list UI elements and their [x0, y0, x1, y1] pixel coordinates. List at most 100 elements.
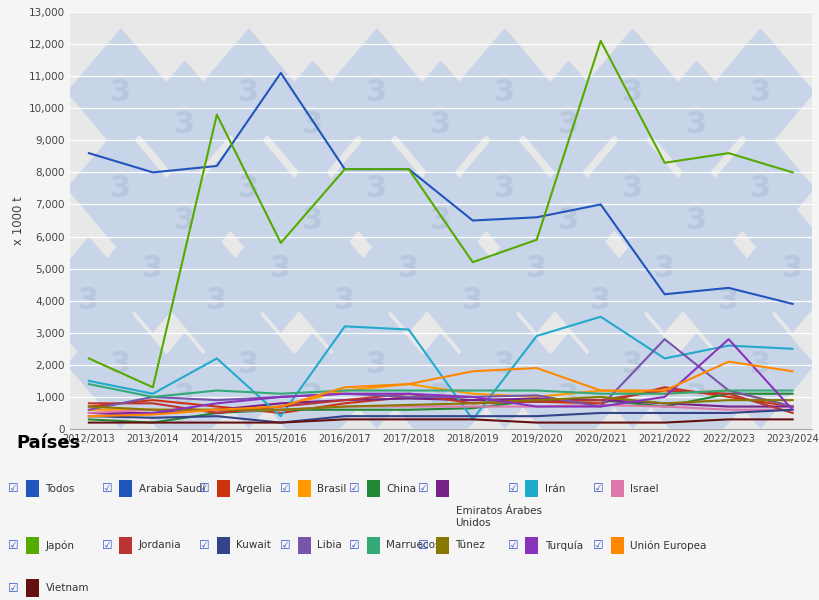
Polygon shape [130, 60, 239, 188]
Bar [26, 480, 39, 497]
Text: 3: 3 [749, 174, 770, 203]
Polygon shape [98, 205, 207, 333]
Bar [525, 480, 537, 497]
Text: 3: 3 [749, 77, 770, 107]
Text: ☑: ☑ [349, 539, 360, 552]
Polygon shape [194, 301, 303, 429]
Polygon shape [577, 301, 686, 429]
Bar [216, 537, 229, 554]
Polygon shape [386, 333, 495, 461]
Text: 3: 3 [654, 254, 674, 283]
Text: 3: 3 [206, 286, 227, 315]
Text: Japón: Japón [46, 540, 75, 551]
Bar [367, 480, 379, 497]
Text: 3: 3 [622, 77, 642, 107]
Bar [216, 480, 229, 497]
Text: 3: 3 [366, 174, 387, 203]
Text: ☑: ☑ [507, 539, 518, 552]
Text: Países: Países [16, 434, 80, 452]
Text: 3: 3 [558, 110, 578, 139]
Bar [120, 480, 132, 497]
Text: ☑: ☑ [418, 539, 428, 552]
Polygon shape [322, 28, 431, 157]
Text: ☑: ☑ [8, 581, 19, 595]
Polygon shape [194, 124, 303, 253]
Polygon shape [641, 157, 750, 284]
Text: Brasil: Brasil [317, 484, 346, 494]
Text: Arabia Saudí: Arabia Saudí [138, 484, 205, 494]
Text: 3: 3 [462, 286, 482, 315]
Text: 3: 3 [590, 286, 610, 315]
Text: ☑: ☑ [199, 482, 209, 496]
Text: 3: 3 [366, 350, 387, 379]
Polygon shape [322, 301, 431, 429]
Polygon shape [514, 333, 622, 461]
Text: 3: 3 [622, 350, 642, 379]
Text: 3: 3 [494, 174, 514, 203]
Text: 3: 3 [430, 206, 450, 235]
Text: Todos: Todos [46, 484, 75, 494]
Polygon shape [450, 124, 559, 253]
Text: 3: 3 [302, 382, 323, 412]
Polygon shape [130, 333, 239, 461]
Text: Emiratos Árabes
Unidos: Emiratos Árabes Unidos [455, 506, 541, 527]
Polygon shape [34, 236, 143, 365]
Text: 3: 3 [174, 206, 195, 235]
Text: ☑: ☑ [418, 482, 428, 496]
Polygon shape [66, 301, 175, 429]
Polygon shape [545, 236, 654, 365]
Text: Vietnam: Vietnam [46, 583, 89, 593]
Bar [610, 480, 622, 497]
Polygon shape [609, 205, 718, 333]
Text: 3: 3 [717, 286, 738, 315]
Text: 3: 3 [143, 254, 163, 283]
Text: Marruecos: Marruecos [386, 540, 441, 550]
Text: Argelia: Argelia [236, 484, 273, 494]
Text: 3: 3 [749, 350, 770, 379]
Polygon shape [450, 301, 559, 429]
Text: Libia: Libia [317, 540, 342, 550]
Polygon shape [322, 124, 431, 253]
Polygon shape [482, 205, 590, 333]
Text: 3: 3 [686, 110, 706, 139]
Polygon shape [258, 157, 367, 284]
Text: 3: 3 [398, 254, 419, 283]
Text: Turquía: Turquía [544, 540, 582, 551]
Polygon shape [514, 157, 622, 284]
Text: 3: 3 [238, 350, 259, 379]
Text: 3: 3 [494, 350, 514, 379]
Text: 3: 3 [302, 110, 323, 139]
Text: China: China [386, 484, 416, 494]
Polygon shape [226, 205, 335, 333]
Text: 3: 3 [494, 77, 514, 107]
Bar [26, 537, 39, 554]
Text: 3: 3 [111, 77, 131, 107]
Text: 3: 3 [174, 382, 195, 412]
Polygon shape [354, 205, 463, 333]
Polygon shape [705, 124, 814, 253]
Bar [367, 537, 379, 554]
Polygon shape [450, 28, 559, 157]
Text: 3: 3 [686, 206, 706, 235]
Polygon shape [258, 333, 367, 461]
Polygon shape [258, 60, 367, 188]
Text: ☑: ☑ [102, 539, 112, 552]
Text: Irán: Irán [544, 484, 564, 494]
Text: Túnez: Túnez [455, 540, 485, 550]
Polygon shape [514, 60, 622, 188]
Text: 3: 3 [781, 254, 802, 283]
Text: Kuwait: Kuwait [236, 540, 271, 550]
Polygon shape [577, 28, 686, 157]
Polygon shape [577, 124, 686, 253]
Polygon shape [386, 157, 495, 284]
Text: Unión Europea: Unión Europea [629, 540, 705, 551]
Bar [297, 537, 310, 554]
Polygon shape [194, 28, 303, 157]
Text: ☑: ☑ [507, 482, 518, 496]
Text: ☑: ☑ [8, 539, 19, 552]
Text: 3: 3 [430, 110, 450, 139]
Text: 3: 3 [79, 286, 99, 315]
Text: 3: 3 [622, 174, 642, 203]
Bar [120, 537, 132, 554]
Polygon shape [641, 333, 750, 461]
